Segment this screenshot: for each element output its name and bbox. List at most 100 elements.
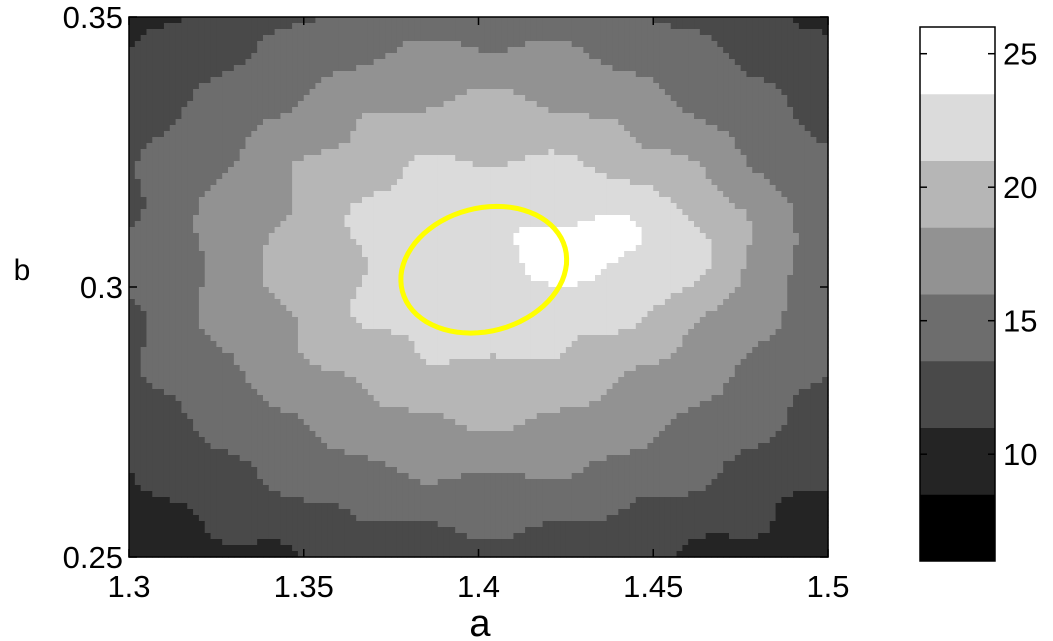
heatmap-cell — [519, 89, 526, 96]
heatmap-cell — [129, 119, 136, 126]
heatmap-cell — [495, 185, 503, 192]
heatmap-cell — [239, 245, 247, 252]
heatmap-cell — [175, 245, 183, 252]
heatmap-cell — [612, 101, 619, 108]
heatmap-cell — [647, 41, 654, 48]
heatmap-cell — [443, 155, 450, 162]
heatmap-cell — [781, 215, 788, 222]
heatmap-cell — [507, 149, 515, 156]
heatmap-cell — [251, 89, 258, 96]
heatmap-cell — [408, 23, 416, 30]
heatmap-cell — [670, 41, 678, 48]
heatmap-cell — [367, 23, 375, 30]
heatmap-cell — [152, 83, 159, 90]
heatmap-cell — [664, 29, 672, 36]
heatmap-cell — [437, 125, 445, 132]
heatmap-cell — [804, 119, 812, 126]
heatmap-cell — [303, 251, 311, 258]
heatmap-cell — [519, 221, 526, 228]
heatmap-cell — [583, 89, 590, 96]
heatmap-cell — [327, 239, 334, 246]
heatmap-cell — [163, 263, 171, 270]
heatmap-cell — [268, 245, 276, 252]
heatmap-cell — [781, 155, 788, 162]
heatmap-cell — [187, 149, 194, 156]
heatmap-cell — [257, 215, 264, 222]
heatmap-cell — [554, 137, 561, 144]
heatmap-cell — [676, 23, 683, 30]
heatmap-cell — [536, 239, 544, 246]
heatmap-cell — [810, 257, 817, 264]
heatmap-cell — [426, 263, 433, 270]
heatmap-cell — [560, 107, 567, 114]
heatmap-cell — [391, 125, 398, 132]
heatmap-cell — [292, 23, 299, 30]
heatmap-cell — [402, 209, 410, 216]
heatmap-cell — [466, 221, 474, 228]
heatmap-cell — [577, 23, 584, 30]
heatmap-cell — [548, 161, 555, 168]
heatmap-cell — [146, 167, 153, 174]
heatmap-cell — [466, 239, 474, 246]
heatmap-cell — [408, 233, 416, 240]
heatmap-cell — [216, 101, 223, 108]
heatmap-cell — [210, 101, 217, 108]
heatmap-cell — [554, 179, 561, 186]
heatmap-cell — [577, 107, 584, 114]
heatmap-cell — [577, 161, 584, 168]
heatmap-cell — [612, 251, 619, 258]
heatmap-cell — [612, 191, 619, 198]
heatmap-cell — [635, 167, 643, 174]
heatmap-cell — [676, 29, 683, 36]
heatmap-cell — [420, 95, 427, 102]
heatmap-cell — [688, 143, 695, 150]
heatmap-cell — [560, 41, 567, 48]
heatmap-cell — [420, 221, 427, 228]
heatmap-cell — [286, 83, 293, 90]
heatmap-cell — [268, 71, 276, 78]
heatmap-cell — [595, 245, 602, 252]
heatmap-cell — [688, 185, 695, 192]
heatmap-cell — [466, 233, 474, 240]
heatmap-cell — [519, 191, 526, 198]
heatmap-cell — [286, 239, 293, 246]
heatmap-cell — [647, 71, 654, 78]
heatmap-cell — [146, 161, 153, 168]
heatmap-cell — [443, 263, 450, 270]
heatmap-cell — [362, 131, 369, 138]
heatmap-cell — [728, 167, 736, 174]
heatmap-cell — [152, 173, 159, 180]
heatmap-cell — [204, 35, 212, 42]
heatmap-cell — [577, 239, 584, 246]
heatmap-cell — [239, 113, 247, 120]
heatmap-cell — [431, 203, 439, 210]
heatmap-cell — [775, 107, 782, 114]
heatmap-cell — [344, 203, 351, 210]
heatmap-cell — [694, 191, 701, 198]
heatmap-cell — [798, 245, 806, 252]
heatmap-cell — [723, 107, 730, 114]
heatmap-cell — [501, 35, 509, 42]
heatmap-cell — [193, 41, 200, 48]
heatmap-cell — [181, 71, 188, 78]
heatmap-cell — [356, 167, 363, 174]
heatmap-cell — [163, 107, 171, 114]
heatmap-cell — [367, 197, 375, 204]
heatmap-cell — [146, 155, 153, 162]
heatmap-cell — [484, 41, 491, 48]
heatmap-cell — [251, 71, 258, 78]
heatmap-cell — [181, 65, 188, 72]
heatmap-cell — [682, 155, 689, 162]
heatmap-cell — [228, 239, 235, 246]
heatmap-cell — [560, 251, 567, 258]
heatmap-cell — [653, 137, 660, 144]
heatmap-cell — [280, 83, 287, 90]
heatmap-cell — [146, 257, 153, 264]
heatmap-cell — [554, 215, 561, 222]
heatmap-cell — [519, 17, 526, 24]
heatmap-cell — [810, 233, 817, 240]
heatmap-cell — [525, 239, 532, 246]
heatmap-cell — [280, 29, 287, 36]
heatmap-cell — [694, 179, 701, 186]
heatmap-cell — [222, 179, 229, 186]
